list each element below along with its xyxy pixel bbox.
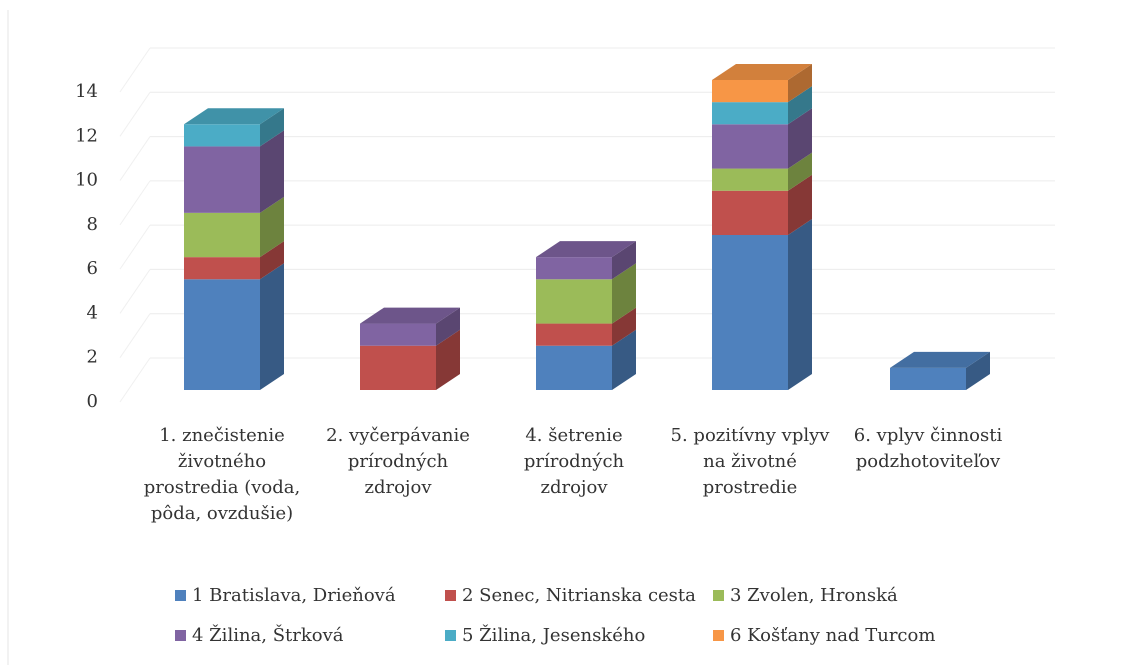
bar-top xyxy=(536,241,636,258)
y-tick-label: 10 xyxy=(75,170,98,191)
bar-side xyxy=(436,307,460,346)
bar-top xyxy=(712,64,812,80)
bar-segment xyxy=(184,257,260,280)
grid-line xyxy=(119,224,151,270)
y-tick-label: 2 xyxy=(87,347,98,368)
bar-segment xyxy=(184,279,260,390)
x-tick-label: 5. pozitívny vplyv na životné prostredie xyxy=(670,425,830,498)
legend-label: 2 Senec, Nitrianska cesta xyxy=(462,585,696,606)
bar-segment xyxy=(712,235,788,390)
grid-line xyxy=(119,357,151,403)
bar-segment xyxy=(712,80,788,103)
grid-line xyxy=(119,136,151,181)
bar-segment xyxy=(184,124,260,147)
bar-side xyxy=(260,130,284,213)
legend-item: 3 Zvolen, Hronská xyxy=(713,585,898,606)
bar-segment xyxy=(712,102,788,125)
y-tick-label: 0 xyxy=(87,391,98,412)
bar-segment xyxy=(360,323,436,346)
bar-segment xyxy=(360,345,436,390)
bar-side xyxy=(966,351,990,390)
bar-segment xyxy=(536,345,612,390)
y-tick-label: 12 xyxy=(75,125,98,146)
legend-item: 6 Košťany nad Turcom xyxy=(713,625,935,646)
bar-side xyxy=(260,241,284,280)
grid-line xyxy=(119,313,151,358)
x-tick-label: 4. šetrenie prírodných zdrojov xyxy=(523,425,625,498)
x-tick-label: 6. vplyv činnosti podzhotoviteľov xyxy=(853,425,1003,472)
bar-segment xyxy=(536,323,612,346)
bar-side xyxy=(612,241,636,280)
bar-segment xyxy=(890,367,966,390)
bar-side xyxy=(260,196,284,258)
grid-line xyxy=(119,47,151,93)
bar-top xyxy=(360,307,460,324)
y-tick-label: 8 xyxy=(87,214,98,235)
bar-side xyxy=(260,108,284,147)
bar-segment xyxy=(536,279,612,324)
bar-side xyxy=(612,307,636,346)
bar-side xyxy=(612,263,636,324)
y-tick-label: 4 xyxy=(87,302,98,323)
grid-line xyxy=(119,269,151,314)
legend-swatch xyxy=(713,630,724,641)
legend-swatch xyxy=(713,590,724,601)
bar-side xyxy=(436,329,460,390)
legend-swatch xyxy=(445,590,456,601)
bar-side xyxy=(260,263,284,390)
bar-segment xyxy=(184,212,260,258)
bar-segment xyxy=(712,124,788,169)
legend-item: 4 Žilina, Štrková xyxy=(175,625,344,646)
bar-side xyxy=(788,174,812,235)
y-tick-label: 14 xyxy=(75,81,98,102)
bar-segment xyxy=(536,257,612,280)
legend-label: 1 Bratislava, Drieňová xyxy=(192,585,396,606)
bar-side xyxy=(788,108,812,169)
x-tick-label: 1. znečistenie životného prostredia (vod… xyxy=(143,425,301,524)
bar-segment xyxy=(184,146,260,213)
bar-segment xyxy=(712,168,788,191)
bar-top xyxy=(890,351,990,368)
bar-side xyxy=(788,86,812,125)
grid-line xyxy=(119,92,151,137)
legend-swatch xyxy=(175,590,186,601)
legend-label: 5 Žilina, Jesenského xyxy=(462,625,646,646)
bar-side xyxy=(788,64,812,103)
legend-label: 4 Žilina, Štrková xyxy=(192,625,344,646)
legend-swatch xyxy=(445,630,456,641)
bar-side xyxy=(788,219,812,390)
y-tick-label: 6 xyxy=(87,258,98,279)
bar-side xyxy=(612,329,636,390)
legend-item: 2 Senec, Nitrianska cesta xyxy=(445,585,696,606)
bar-side xyxy=(788,152,812,191)
bar-segment xyxy=(712,190,788,235)
bar-top xyxy=(184,108,284,125)
legend-swatch xyxy=(175,630,186,641)
legend-item: 1 Bratislava, Drieňová xyxy=(175,585,396,606)
legend-label: 6 Košťany nad Turcom xyxy=(730,625,936,646)
x-tick-label: 2. vyčerpávanie prírodných zdrojov xyxy=(326,425,470,498)
grid-line xyxy=(119,180,151,226)
legend-label: 3 Zvolen, Hronská xyxy=(730,585,898,606)
legend-item: 5 Žilina, Jesenského xyxy=(445,625,645,646)
